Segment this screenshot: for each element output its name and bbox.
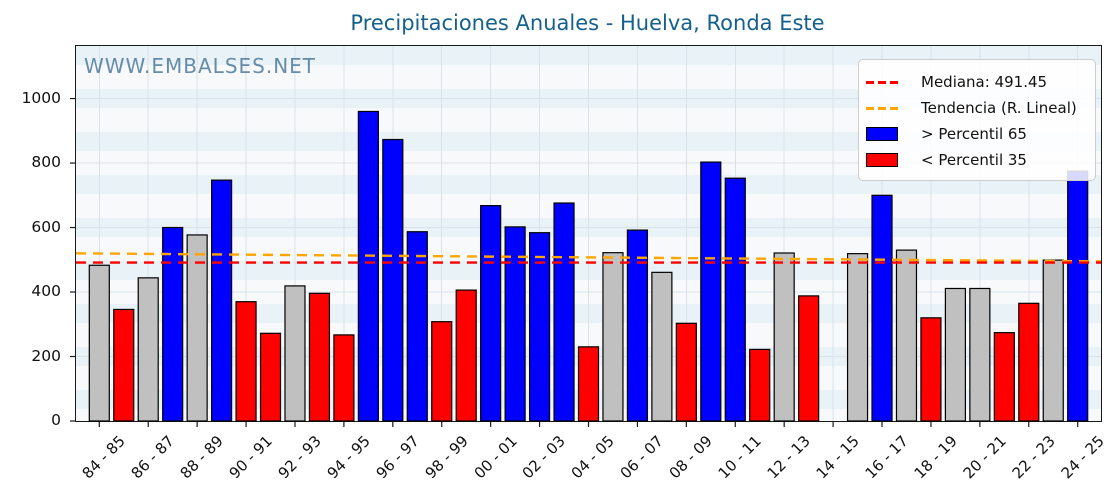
x-tick-label: 20 - 21 [959, 432, 1010, 483]
x-tick-label: 22 - 23 [1008, 432, 1059, 483]
legend-item-median: Mediana: 491.45 [866, 69, 1095, 95]
bar-12-13 [773, 252, 795, 422]
x-tick-label: 24 - 25 [1057, 432, 1108, 483]
trend-line [75, 252, 1102, 263]
x-tick-label: 84 - 85 [78, 432, 130, 483]
x-tick-label: 12 - 13 [763, 432, 814, 483]
bar-10-11 [724, 177, 746, 422]
legend-trend-label: Tendencia (R. Lineal) [921, 99, 1077, 117]
chart-title: Precipitaciones Anuales - Huelva, Ronda … [350, 11, 825, 35]
bar-02-03 [528, 232, 551, 422]
bar-93-94 [308, 292, 331, 422]
x-tick-label: 14 - 15 [812, 432, 863, 483]
bar-91-92 [259, 332, 282, 422]
y-tick-label: 0 [51, 411, 61, 429]
bar-15-16 [846, 253, 869, 422]
bar-88-89 [186, 234, 208, 422]
bar-97-98 [406, 231, 428, 422]
bar-86-87 [137, 277, 159, 422]
bar-84-85 [88, 264, 110, 422]
chart-canvas [70, 46, 1102, 427]
bar-04-05 [577, 346, 600, 422]
y-tick-label: 600 [31, 217, 61, 236]
bar-07-08 [651, 271, 673, 422]
y-tick-label: 400 [31, 282, 61, 300]
x-tick-label: 18 - 19 [910, 432, 961, 483]
bar-23-24 [1042, 259, 1064, 422]
y-tick-label: 1000 [21, 88, 61, 107]
bar-06-07 [626, 229, 649, 422]
bar-17-18 [895, 249, 918, 422]
y-tick-label: 800 [31, 153, 61, 171]
x-tick-label: 98 - 99 [421, 432, 472, 483]
bar-24-25 [1067, 170, 1089, 422]
x-tick-label: 08 - 09 [665, 432, 717, 483]
x-axis: 84 - 85 86 - 87 88 - 89 90 - 91 92 - 93 94 - … [75, 421, 1108, 500]
bar-22-23 [1018, 302, 1040, 422]
plot-area: WWW.EMBALSES.NET Mediana: 491.45 Tendenc… [70, 45, 1102, 427]
watermark: WWW.EMBALSES.NET [84, 54, 317, 78]
bar-09-10 [700, 161, 722, 422]
bar-19-20 [944, 287, 967, 422]
legend-item-trend: Tendencia (R. Lineal) [866, 95, 1095, 121]
bar-11-12 [749, 348, 771, 422]
legend-item-above-percentile: > Percentil 65 [866, 121, 1095, 147]
bar-87-88 [162, 226, 184, 422]
legend-above-label: > Percentil 65 [921, 125, 1027, 143]
x-tick-label: 16 - 17 [861, 432, 912, 483]
bar-89-90 [211, 179, 233, 422]
bar-94-95 [333, 334, 355, 422]
bar-08-09 [675, 322, 697, 422]
bar-20-21 [969, 287, 991, 422]
x-tick-label: 88 - 89 [176, 432, 227, 483]
bar-05-06 [602, 252, 624, 422]
blue-bar-swatch [866, 127, 898, 141]
median-dashed-line-swatch [866, 80, 898, 84]
trend-dashed-line-swatch [866, 106, 898, 110]
y-axis: 0 200 400 600 800 1000 [0, 45, 68, 429]
bar-85-86 [113, 308, 135, 422]
bar-90-91 [235, 301, 257, 422]
x-tick-label: 02 - 03 [519, 432, 570, 483]
bar-96-97 [382, 138, 404, 422]
bar-98-99 [431, 321, 453, 422]
x-tick-label: 94 - 95 [323, 432, 374, 483]
y-tick-label: 200 [31, 346, 61, 365]
x-tick-label: 10 - 11 [714, 432, 766, 483]
x-tick-label: 04 - 05 [567, 432, 619, 483]
legend-below-label: < Percentil 35 [921, 151, 1027, 169]
x-tick-label: 90 - 91 [225, 432, 276, 483]
bar-01-02 [504, 226, 526, 422]
bar-03-04 [553, 202, 575, 422]
x-tick-label: 06 - 07 [616, 432, 668, 483]
bar-13-14 [798, 295, 820, 422]
x-tick-label: 96 - 97 [372, 432, 423, 483]
bar-00-01 [480, 205, 502, 422]
bar-92-93 [284, 285, 306, 422]
bar-16-17 [871, 194, 893, 422]
x-tick-label: 86 - 87 [127, 432, 178, 483]
legend: Mediana: 491.45 Tendencia (R. Lineal) > … [858, 59, 1096, 181]
bar-18-19 [920, 317, 942, 422]
legend-median-label: Mediana: 491.45 [921, 73, 1048, 91]
legend-item-below-percentile: < Percentil 35 [866, 147, 1095, 173]
x-tick-label: 92 - 93 [274, 432, 325, 483]
x-tick-label: 00 - 01 [470, 432, 521, 483]
bar-21-22 [993, 332, 1015, 422]
bar-95-96 [357, 110, 379, 422]
red-bar-swatch [866, 153, 898, 167]
bar-99-00 [455, 289, 477, 422]
